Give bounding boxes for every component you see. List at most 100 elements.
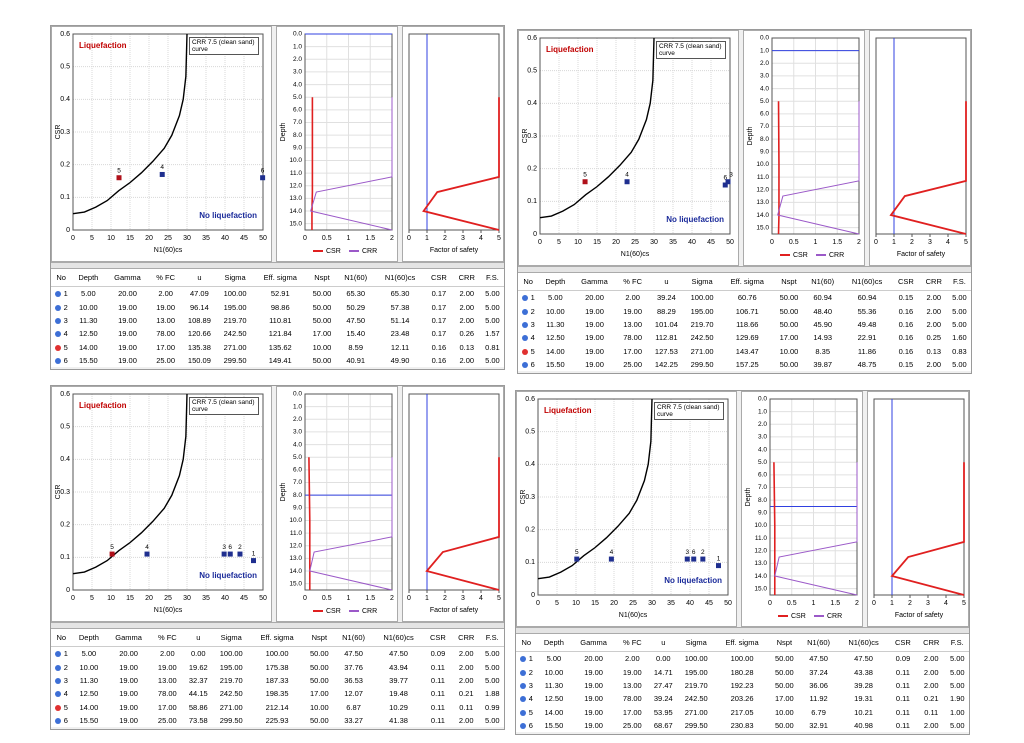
cell-text: 112.81	[655, 333, 678, 343]
point-label: 4	[145, 544, 149, 551]
point-label: 5	[110, 544, 114, 551]
table-cell: 5.00	[481, 287, 504, 301]
cell-text: 0.11	[895, 667, 910, 677]
cell-text: 2.00	[926, 319, 942, 329]
cell-text: 195.00	[219, 662, 243, 672]
cell-text: 50.00	[774, 680, 794, 690]
y-tick-label: 5.0	[760, 98, 769, 105]
cell-text: 50.00	[309, 675, 329, 685]
x-tick-label: 30	[183, 235, 191, 242]
cell-text: 2	[63, 302, 68, 312]
y-tick-label: 11.0	[757, 174, 770, 181]
x-tick-label: 20	[145, 595, 153, 602]
column-header: % FC	[151, 629, 184, 647]
table-cell: 0.11	[424, 687, 452, 700]
x-tick-label: 20	[610, 600, 618, 607]
splitter	[516, 627, 969, 634]
cell-text: 2.00	[458, 662, 474, 672]
column-header: Eff. sigma	[720, 273, 775, 291]
table-cell: 195.00	[213, 660, 249, 673]
csr-line	[773, 462, 776, 595]
x-tick-label: 40	[221, 595, 229, 602]
cell-text: 78.00	[156, 329, 176, 339]
x-tick-label: 50	[724, 600, 732, 607]
column-header: Eff. sigma	[253, 269, 308, 287]
column-header: Nspt	[769, 634, 800, 652]
table-cell: 19.00	[105, 341, 149, 354]
y-tick-label: 3.0	[293, 69, 302, 76]
table-cell: 19.00	[572, 345, 616, 358]
table-row: 3 11.30 19.00 13.00 32.37 219.70 187.33 50.00 36…	[51, 674, 504, 687]
point-label: 2	[238, 544, 242, 551]
table-cell: 5.00	[948, 318, 971, 331]
y-tick-label: 0.1	[525, 559, 535, 566]
table-cell: 5.00	[481, 314, 504, 327]
cell-text: 14.93	[813, 333, 833, 343]
y-tick-label: 4.0	[293, 441, 302, 448]
cell-text: 100.00	[730, 654, 754, 664]
y-tick-label: 11.0	[755, 535, 768, 542]
cell-text: 25.00	[622, 721, 642, 731]
cell-text: 10.00	[545, 306, 565, 316]
table-cell: 0.11	[424, 701, 452, 714]
x-tick-label: 15	[593, 239, 601, 246]
column-header: u	[183, 629, 213, 647]
cell-text: 43.94	[389, 662, 408, 672]
cell-text: 0.11	[430, 662, 445, 672]
column-header: u	[648, 273, 685, 291]
table-cell: 100.00	[249, 647, 304, 661]
cell-text: 39.77	[389, 675, 408, 685]
crr-curve	[72, 393, 188, 575]
y-tick-label: 8.0	[293, 132, 302, 139]
status-dot	[54, 358, 61, 365]
table-cell: 25.00	[150, 354, 182, 367]
status-dot	[54, 664, 61, 671]
table-cell: 11.30	[72, 674, 107, 687]
y-tick-label: 14.0	[754, 573, 767, 580]
x-tick-label: 30	[650, 239, 658, 246]
data-point	[624, 179, 630, 185]
cell-text: 39.28	[854, 680, 873, 690]
x-tick-label: 0.5	[322, 235, 332, 242]
no-liquefaction-label: No liquefaction	[664, 576, 722, 585]
cell-text: 47.50	[346, 315, 366, 325]
cell-text: 0.11	[430, 689, 445, 699]
table-cell: 12.50	[537, 692, 572, 705]
table-cell: 5.00	[948, 291, 971, 305]
status-dot	[519, 696, 526, 703]
cell-text: 0.83	[952, 346, 967, 356]
table-row: 3 11.30 19.00 13.00 101.04 219.70 118.66 50.00 4…	[518, 318, 971, 331]
cell-text: 299.50	[219, 716, 243, 726]
cell-text: 299.50	[684, 721, 708, 731]
cell-text: 2.00	[458, 716, 474, 726]
y-tick-label: 0.0	[758, 396, 767, 403]
cell-text: 5.00	[484, 649, 500, 659]
cell-text: 23.48	[390, 329, 410, 339]
point-label: 5	[583, 171, 587, 178]
cell-text: 1.88	[484, 689, 500, 699]
cell-text: 50.00	[309, 662, 329, 672]
table-cell: 6	[516, 719, 537, 732]
y-tick-label: 12.0	[754, 547, 767, 554]
column-header: Depth	[538, 273, 573, 291]
cell-text: 8.35	[815, 346, 831, 356]
cell-text: 47.50	[344, 649, 363, 659]
cell-text: 100.00	[223, 289, 247, 299]
csr-line	[308, 457, 311, 590]
cell-text: 50.00	[309, 649, 329, 659]
y-tick-label: 0.6	[60, 391, 70, 398]
cell-text: 5.00	[484, 675, 500, 685]
table-cell: 299.50	[217, 354, 253, 367]
x-tick-label: 1	[347, 235, 351, 242]
cell-text: 5	[528, 707, 533, 717]
cell-text: 5	[530, 346, 535, 356]
y-tick-label: 3.0	[760, 73, 769, 80]
status-dot	[521, 295, 528, 302]
x-tick-label: 5	[962, 600, 966, 607]
table-cell: 17.00	[151, 701, 184, 714]
table-cell: 50.00	[774, 318, 803, 331]
table-cell: 135.62	[253, 341, 307, 354]
cell-text: 4	[530, 333, 535, 343]
table-cell: 121.84	[253, 327, 307, 340]
cell-text: 19.62	[188, 662, 208, 672]
